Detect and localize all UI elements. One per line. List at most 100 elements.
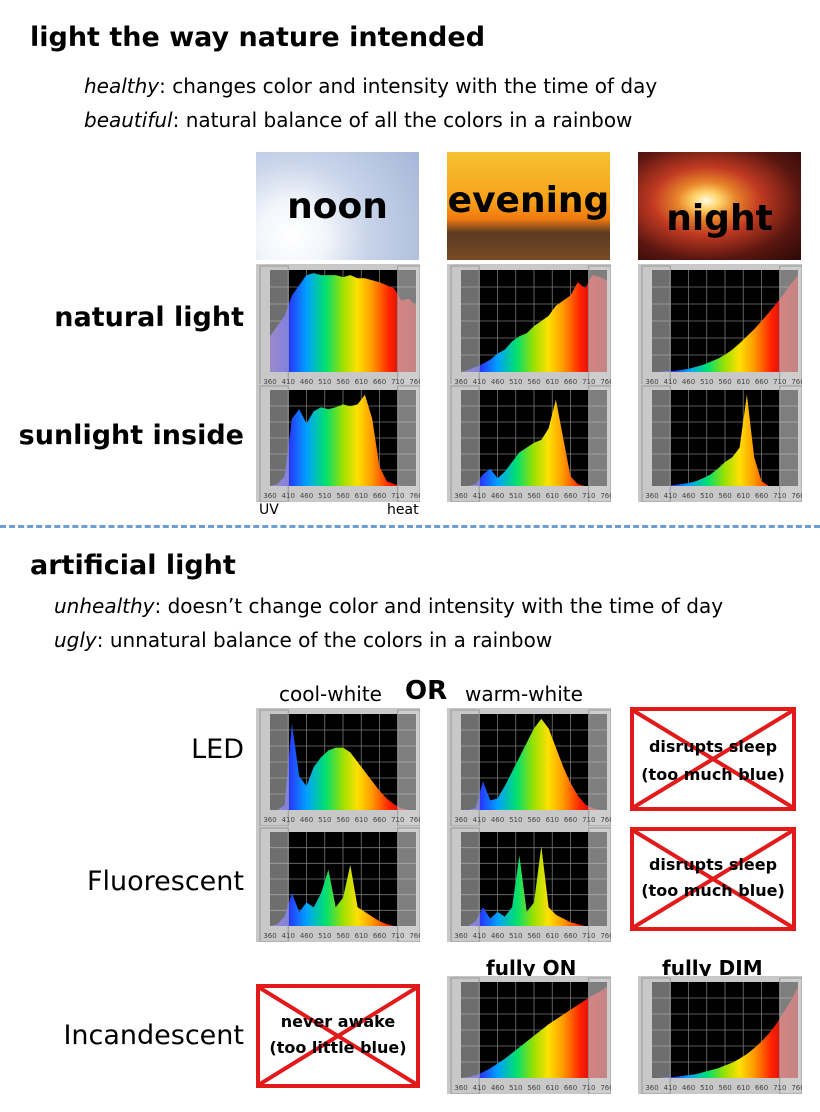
spectrum-fluorescent-cool: 360410460510560610660710760 xyxy=(256,826,420,942)
axis-tick-label: 360 xyxy=(454,816,467,824)
axis-tick-label: 560 xyxy=(336,816,349,824)
heat-band xyxy=(780,386,802,502)
spectrum-chart: 360 410 460 510 560 610 660 710 760 xyxy=(638,384,802,502)
axis-tick-label: 360 xyxy=(454,1084,467,1092)
axis-tick-label: 510 xyxy=(509,492,522,500)
axis-tick-label: 610 xyxy=(737,1084,750,1092)
axis-tick-label: 560 xyxy=(336,492,349,500)
heat-band xyxy=(780,266,802,388)
axis-tick-label: 760 xyxy=(409,492,420,500)
warning-box-incandescent: never awake (too little blue) xyxy=(256,984,420,1088)
spectrum-chart: 360 410 460 510 560 610 660 710 760 xyxy=(256,708,420,826)
row-label-sunlight-inside: sunlight inside xyxy=(19,420,244,451)
spectrum-night-inside: 360 410 460 510 560 610 660 710 760 xyxy=(638,384,802,502)
spectrum-chart: 360 410 460 510 560 610 660 710 760 xyxy=(447,976,611,1094)
axis-tick-label: 410 xyxy=(282,492,295,500)
axis-tick-label: 660 xyxy=(755,1084,768,1092)
uv-band xyxy=(260,828,288,942)
row-label-led: LED xyxy=(191,734,244,765)
axis-tick-label: 660 xyxy=(564,816,577,824)
spectrum-chart: 360 410 460 510 560 610 660 710 760 xyxy=(447,264,611,388)
axis-tick-label: 410 xyxy=(282,816,295,824)
uv-band xyxy=(451,386,479,502)
spectrum-chart: 360 410 460 510 560 610 660 710 760 xyxy=(447,826,611,942)
axis-tick-label: 710 xyxy=(582,1084,595,1092)
axis-tick-label: 660 xyxy=(373,932,386,940)
artificial-title: artificial light xyxy=(30,550,236,581)
axis-tick-label: 460 xyxy=(300,816,313,824)
axis-tick-label: 760 xyxy=(791,492,802,500)
spectrum-chart: 360 410 460 510 560 610 660 710 760 xyxy=(638,264,802,388)
uv-band xyxy=(451,978,479,1094)
axis-tick-label: 410 xyxy=(473,1084,486,1092)
warning-text-1: disrupts sleep xyxy=(634,737,792,756)
axis-tick-label: 610 xyxy=(355,492,368,500)
night-label: night xyxy=(666,198,773,239)
cross-mark-icon xyxy=(260,988,416,1084)
axis-tick-label: 610 xyxy=(355,932,368,940)
axis-tick-label: 760 xyxy=(791,1084,802,1092)
uv-band xyxy=(451,266,479,388)
uv-band xyxy=(260,386,288,502)
axis-tick-label: 360 xyxy=(454,492,467,500)
heat-band xyxy=(398,828,420,942)
natural-line-1: healthy: changes color and intensity wit… xyxy=(84,74,657,98)
night-photo: night xyxy=(638,152,801,260)
unhealthy-desc: : doesn’t change color and intensity wit… xyxy=(155,594,724,618)
heat-band xyxy=(398,386,420,502)
spectrum-chart: 360 410 460 510 560 610 660 710 760 xyxy=(638,976,802,1094)
spectrum-chart: 360 410 460 510 560 610 660 710 760 xyxy=(447,384,611,502)
axis-tick-label: 760 xyxy=(600,932,611,940)
axis-tick-label: 760 xyxy=(600,816,611,824)
spectrum-chart: 360 410 460 510 560 610 660 710 760 xyxy=(256,384,420,502)
spectrum-led-warm: 360410460510560610660710760 xyxy=(447,708,611,826)
warning-box-fluorescent: disrupts sleep (too much blue) xyxy=(630,827,796,931)
spectrum-chart: 360 410 460 510 560 610 660 710 760 xyxy=(447,708,611,826)
warning-text-2: (too much blue) xyxy=(634,881,792,900)
axis-tick-label: 760 xyxy=(600,492,611,500)
axis-tick-label: 510 xyxy=(509,816,522,824)
evening-label: evening xyxy=(448,180,610,221)
heat-label: heat xyxy=(387,502,419,518)
axis-tick-label: 460 xyxy=(491,816,504,824)
axis-tick-label: 660 xyxy=(755,492,768,500)
axis-tick-label: 610 xyxy=(355,816,368,824)
noon-photo: noon xyxy=(256,152,419,260)
heat-band xyxy=(589,710,611,826)
axis-tick-label: 610 xyxy=(546,1084,559,1092)
spectrum-led-cool: 360410460510560610660710760 xyxy=(256,708,420,826)
spectrum-incandescent-on: 360 410 460 510 560 610 660 710 760 xyxy=(447,976,611,1094)
artificial-line-2: ugly: unnatural balance of the colors in… xyxy=(54,628,552,652)
row-label-natural-light: natural light xyxy=(54,302,244,333)
axis-tick-label: 710 xyxy=(391,932,404,940)
spectrum-night-natural: 360410460510560610660710760 xyxy=(638,264,802,388)
row-label-fluorescent: Fluorescent xyxy=(87,866,244,897)
axis-tick-label: 610 xyxy=(546,492,559,500)
axis-tick-label: 510 xyxy=(700,492,713,500)
axis-tick-label: 660 xyxy=(564,1084,577,1092)
axis-tick-label: 410 xyxy=(664,1084,677,1092)
cross-mark-icon xyxy=(634,831,792,927)
ugly-desc: : unnatural balance of the colors in a r… xyxy=(97,628,552,652)
axis-tick-label: 710 xyxy=(582,932,595,940)
axis-tick-label: 360 xyxy=(263,816,276,824)
spectrum-noon-inside: 360 410 460 510 560 610 660 710 760 xyxy=(256,384,420,502)
axis-tick-label: 660 xyxy=(373,816,386,824)
axis-tick-label: 760 xyxy=(409,932,420,940)
noon-label: noon xyxy=(287,186,388,227)
axis-tick-label: 560 xyxy=(527,1084,540,1092)
ugly-key: ugly xyxy=(54,628,97,652)
axis-tick-label: 510 xyxy=(509,932,522,940)
spectrum-chart: 360 410 460 510 560 610 660 710 760 xyxy=(256,264,420,388)
unhealthy-key: unhealthy xyxy=(54,594,155,618)
uv-label: UV xyxy=(259,502,279,518)
axis-tick-label: 460 xyxy=(682,492,695,500)
uv-band xyxy=(451,828,479,942)
never-awake-text-1: never awake xyxy=(260,1012,416,1031)
axis-tick-label: 510 xyxy=(318,932,331,940)
axis-tick-label: 610 xyxy=(546,816,559,824)
axis-tick-label: 360 xyxy=(645,492,658,500)
spectrum-evening-inside: 360410460510560610660710760 xyxy=(447,384,611,502)
axis-tick-label: 560 xyxy=(527,816,540,824)
axis-tick-label: 360 xyxy=(263,932,276,940)
